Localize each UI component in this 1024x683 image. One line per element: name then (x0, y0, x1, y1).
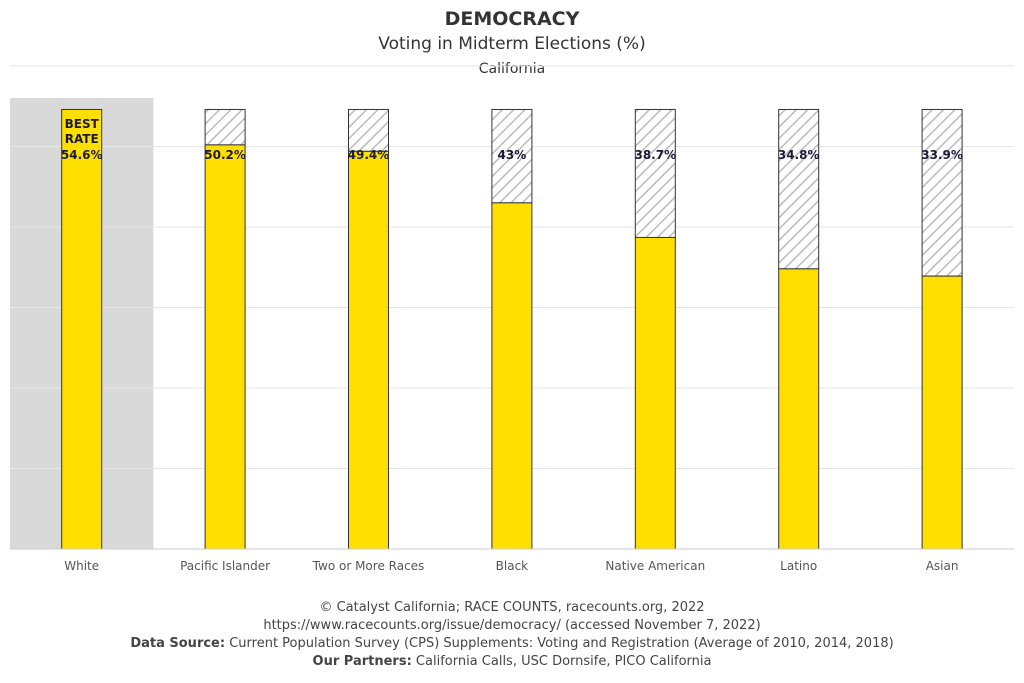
data-label: 38.7% (634, 148, 676, 162)
data-source-text: Current Population Survey (CPS) Suppleme… (229, 636, 894, 651)
gap-to-best-bar (634, 108, 676, 238)
x-tick-label: White (64, 559, 99, 573)
data-label: 33.9% (921, 148, 963, 162)
data-source-line: Data Source: Current Population Survey (… (0, 635, 1024, 653)
x-tick-label: Native American (605, 559, 705, 573)
best-rate-label: BEST (65, 117, 100, 131)
chart-subtitle: Voting in Midterm Elections (%) (378, 34, 646, 54)
chart-footer: © Catalyst California; RACE COUNTS, race… (0, 599, 1024, 671)
gap-to-best-bar (778, 108, 820, 270)
gap-to-best-bar (921, 108, 963, 277)
partners-line: Our Partners: California Calls, USC Dorn… (0, 653, 1024, 671)
data-bar (491, 202, 533, 550)
data-bar (61, 108, 103, 550)
gap-to-best-bar (348, 108, 389, 152)
data-bar (348, 150, 389, 550)
data-label: 34.8% (778, 148, 820, 162)
data-source-label: Data Source: (130, 636, 226, 651)
data-label: 54.6% (61, 148, 103, 162)
x-tick-label: Two or More Races (312, 559, 425, 573)
x-tick-label: Black (496, 559, 529, 573)
copyright-text: © Catalyst California; RACE COUNTS, race… (319, 600, 705, 615)
data-bar (204, 144, 246, 550)
x-tick-label: Asian (926, 559, 959, 573)
data-label: 43% (498, 148, 527, 162)
gap-to-best-bar (491, 108, 533, 204)
partners-text: California Calls, USC Dornsife, PICO Cal… (415, 654, 712, 669)
partners-label: Our Partners: (312, 654, 412, 669)
x-tick-label: Pacific Islander (180, 559, 270, 573)
best-rate-label: RATE (65, 132, 99, 146)
source-url: https://www.racecounts.org/issue/democra… (263, 618, 761, 633)
data-bar (921, 275, 963, 550)
x-tick-label: Latino (780, 559, 817, 573)
data-label: 50.2% (204, 148, 246, 162)
chart-geography: California (478, 61, 546, 77)
gap-to-best-bar (204, 108, 246, 146)
data-label: 49.4% (348, 148, 390, 162)
data-bar (778, 268, 820, 550)
data-bar (634, 236, 676, 550)
chart-title: DEMOCRACY (444, 8, 580, 30)
